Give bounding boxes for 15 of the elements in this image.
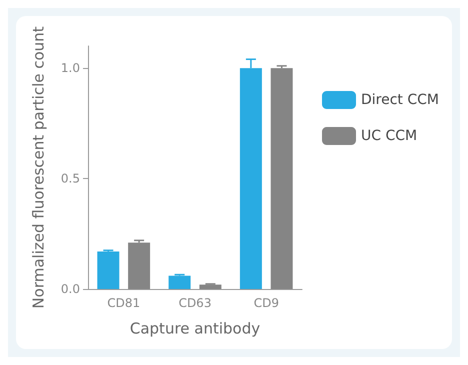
bar (270, 68, 293, 289)
x-tick-label: CD63 (178, 296, 212, 310)
bar (168, 276, 191, 289)
bar (97, 251, 120, 289)
bar (199, 284, 222, 289)
y-axis-title: Normalized fluorescent particle count (30, 26, 48, 309)
y-tick-label: 0.5 (60, 172, 80, 186)
x-tick-label: CD81 (107, 296, 140, 310)
legend-label: Direct CCM (361, 92, 439, 108)
y-tick-label: 1.0 (60, 61, 80, 76)
x-tick-label: CD9 (254, 296, 279, 310)
bar (128, 242, 150, 289)
legend-label: UC CCM (361, 128, 418, 144)
y-tick-label: 0.0 (60, 282, 80, 296)
x-axis-title: Capture antibody (130, 320, 260, 338)
